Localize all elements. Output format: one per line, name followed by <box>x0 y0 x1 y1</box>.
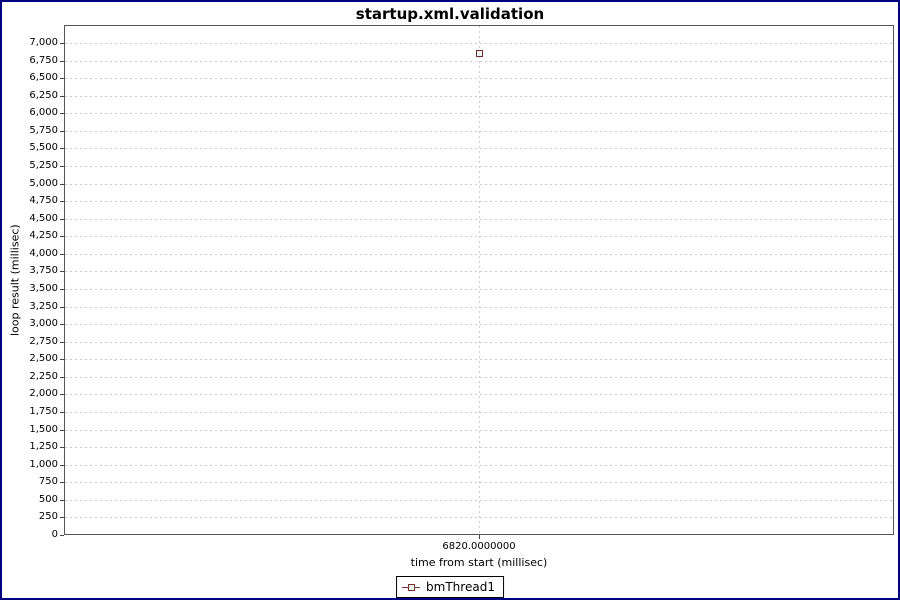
y-tick-mark <box>60 306 64 308</box>
legend-series-marker-icon <box>402 583 421 592</box>
y-tick-label: 1,500 <box>29 423 58 435</box>
y-tick-label: 3,250 <box>29 300 58 312</box>
y-tick-label: 6,750 <box>29 54 58 66</box>
y-tick-mark <box>60 95 64 97</box>
y-tick-label: 4,250 <box>29 230 58 242</box>
y-tick-label: 1,000 <box>29 458 58 470</box>
y-tick-label: 5,250 <box>29 160 58 171</box>
y-tick-label: 6,250 <box>29 89 58 101</box>
y-tick-mark <box>60 324 64 326</box>
y-tick-mark <box>60 464 64 466</box>
y-tick-label: 3,500 <box>29 283 58 294</box>
y-tick-label: 4,000 <box>29 247 58 259</box>
x-tick-mark <box>479 535 480 539</box>
y-tick-mark <box>60 359 64 361</box>
legend-marker-square <box>407 583 415 591</box>
y-tick-mark <box>60 183 64 185</box>
legend-label: bmThread1 <box>426 580 495 594</box>
y-tick-mark <box>60 43 64 44</box>
y-tick-mark <box>60 253 64 255</box>
y-tick-mark <box>60 376 64 378</box>
plot-area <box>64 25 894 535</box>
y-tick-mark <box>60 289 64 290</box>
y-tick-label: 250 <box>38 511 58 523</box>
y-tick-label: 3,000 <box>29 318 58 330</box>
y-tick-label: 1,750 <box>29 406 58 417</box>
y-tick-label: 6,500 <box>29 72 58 84</box>
y-tick-mark <box>60 148 64 150</box>
y-tick-mark <box>60 482 64 484</box>
y-tick-mark <box>60 113 64 115</box>
chart-title: startup.xml.validation <box>355 5 545 23</box>
y-tick-mark <box>60 271 64 273</box>
y-tick-label: 2,500 <box>29 353 58 365</box>
y-tick-mark <box>60 201 64 203</box>
y-tick-mark <box>60 517 64 519</box>
y-tick-mark <box>60 60 64 62</box>
y-tick-label: 4,750 <box>29 195 58 207</box>
x-tick-label: 6820.0000000 <box>442 541 516 552</box>
y-tick-label: 5,750 <box>29 124 58 136</box>
y-tick-label: 1,250 <box>29 441 58 453</box>
y-tick-mark <box>60 166 64 167</box>
y-tick-mark <box>60 78 64 80</box>
y-tick-label: 500 <box>38 493 58 505</box>
data-point-marker <box>476 49 483 57</box>
y-tick-mark <box>60 341 64 343</box>
y-tick-label: 4,500 <box>29 212 58 224</box>
y-tick-label: 0 <box>51 529 58 540</box>
legend: bmThread1 <box>396 576 504 598</box>
y-tick-mark <box>60 130 64 132</box>
y-tick-mark <box>60 499 64 501</box>
y-tick-label: 2,750 <box>29 335 58 347</box>
vertical-gridline <box>479 26 480 534</box>
y-tick-mark <box>60 412 64 413</box>
y-tick-mark <box>60 394 64 396</box>
y-tick-mark <box>60 535 64 536</box>
y-tick-label: 5,500 <box>29 142 58 154</box>
y-tick-mark <box>60 429 64 431</box>
y-tick-label: 2,000 <box>29 388 58 400</box>
y-tick-label: 6,000 <box>29 107 58 119</box>
y-tick-label: 3,750 <box>29 265 58 277</box>
y-tick-label: 750 <box>38 476 58 488</box>
y-tick-mark <box>60 218 64 220</box>
y-tick-label: 7,000 <box>29 37 58 48</box>
y-tick-label: 5,000 <box>29 177 58 189</box>
y-tick-label: 2,250 <box>29 370 58 382</box>
y-tick-mark <box>60 447 64 449</box>
x-axis-label: time from start (millisec) <box>410 556 548 569</box>
y-tick-mark <box>60 236 64 238</box>
